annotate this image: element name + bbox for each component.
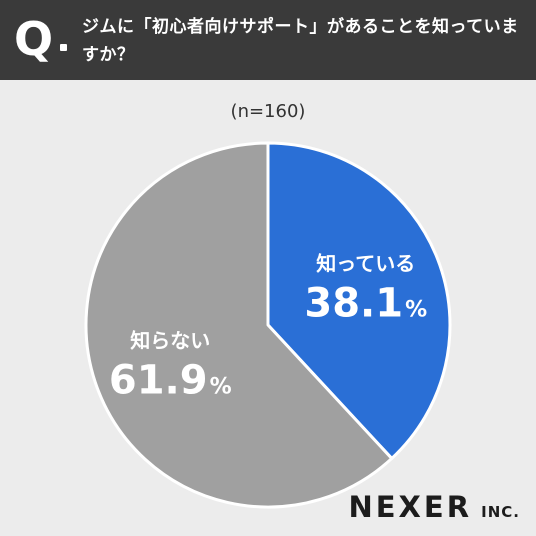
slice-value-1: 38.1% [304, 281, 427, 327]
logo-sub-text: INC. [481, 503, 520, 521]
logo-main-text: NEXER [348, 490, 473, 524]
question-header: Q ジムに「初心者向けサポート」があることを知っていますか？ [0, 0, 536, 80]
slice-label-2: 知らない [130, 328, 210, 352]
slice-label-1: 知っている [316, 252, 415, 276]
sample-size: (n=160) [230, 101, 306, 122]
pie-slice-2 [84, 141, 394, 509]
question-text: ジムに「初心者向けサポート」があることを知っていますか？ [82, 17, 519, 65]
question-mark-q: Q [14, 12, 54, 66]
question-mark-dot [60, 44, 67, 51]
slice-value-2: 61.9% [109, 357, 232, 403]
pie-slice-1 [266, 141, 452, 460]
nexer-logo: NEXER INC. [348, 490, 520, 524]
